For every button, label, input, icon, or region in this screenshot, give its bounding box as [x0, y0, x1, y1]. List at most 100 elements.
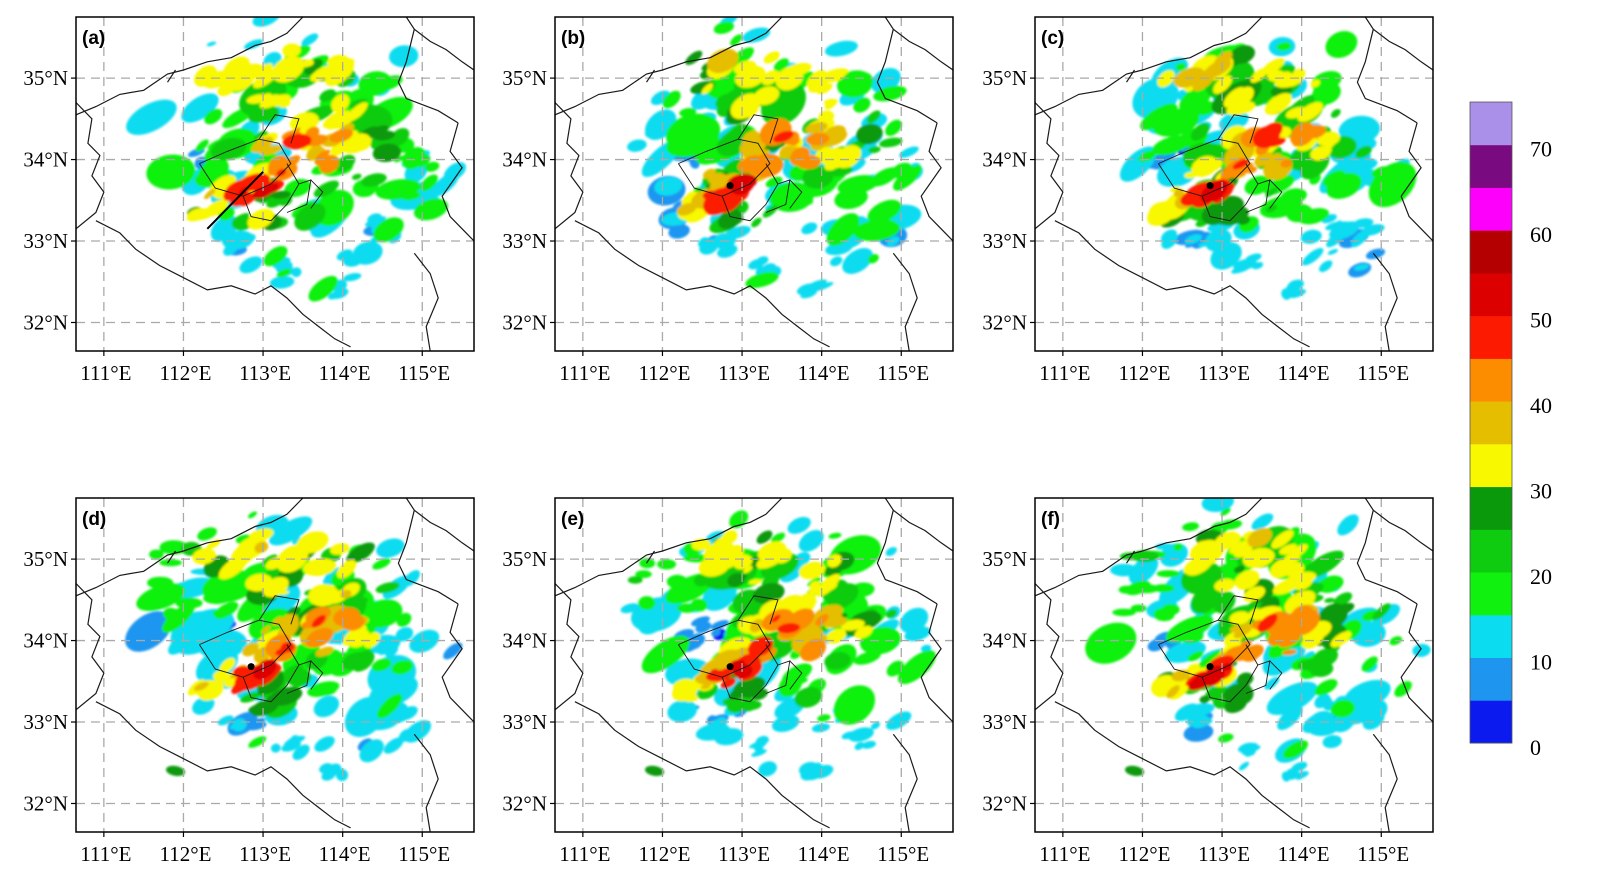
province-border	[645, 550, 656, 564]
echo-cell	[812, 173, 822, 181]
echo-cell	[346, 542, 375, 564]
echo-cell	[816, 83, 833, 95]
echo-cell	[1134, 584, 1159, 594]
echo-cell	[1125, 765, 1144, 777]
echo-cell	[627, 576, 643, 584]
province-border	[574, 220, 830, 348]
echo-cell	[1285, 608, 1315, 633]
echo-cell	[1179, 86, 1212, 114]
echo-cell	[1244, 175, 1271, 195]
echo-cell	[1267, 629, 1286, 646]
echo-cell	[654, 176, 683, 196]
echo-cell	[829, 166, 853, 177]
echo-cell	[699, 660, 716, 674]
echo-cell	[899, 607, 929, 634]
county-border	[721, 179, 791, 222]
echo-cell	[314, 154, 339, 167]
echo-cell	[395, 627, 414, 642]
lat-tick-label: 33°N	[502, 710, 547, 734]
lon-tick-label: 114°E	[1278, 842, 1330, 866]
echo-cell	[233, 63, 267, 81]
echo-cell	[398, 728, 410, 740]
echo-cell	[679, 107, 697, 117]
echo-cell	[1220, 507, 1231, 516]
county-border	[721, 660, 791, 703]
colorbar-segment	[1470, 230, 1512, 274]
colorbar-segment	[1470, 144, 1512, 188]
echo-cell	[1337, 514, 1359, 536]
echo-cell	[247, 208, 275, 230]
county-border	[1201, 179, 1271, 222]
province-border	[1364, 17, 1433, 71]
echo-cell	[1223, 87, 1246, 108]
province-border	[76, 583, 105, 711]
echo-cell	[237, 213, 250, 220]
echo-cell	[361, 173, 387, 187]
radar-panel: (f) 32°N 33°N 34°N 35°N 111°E 112°E 113°E 114°E 1…	[982, 497, 1434, 866]
echo-cell	[850, 692, 868, 707]
echo-cell	[1359, 628, 1373, 638]
echo-cell	[305, 126, 320, 139]
echo-cell	[318, 685, 337, 696]
reflectivity-field	[1119, 30, 1417, 300]
province-border	[920, 122, 953, 242]
echo-cell	[308, 275, 338, 302]
reflectivity-field	[620, 510, 936, 781]
province-border	[413, 252, 439, 351]
echo-cell	[240, 691, 261, 703]
county-border	[737, 114, 779, 144]
echo-cell	[745, 271, 779, 289]
echo-cell	[192, 696, 215, 715]
panel-label: (b)	[561, 28, 585, 49]
echo-cell	[1233, 622, 1254, 639]
county-border	[286, 163, 300, 185]
echo-cell	[336, 559, 357, 579]
echo-cell	[217, 715, 234, 726]
province-border	[76, 17, 304, 116]
echo-cell	[341, 614, 365, 631]
province-border	[1364, 498, 1433, 552]
echo-cell	[1128, 555, 1159, 585]
lat-tick-label: 32°N	[23, 791, 68, 815]
echo-cell	[1290, 122, 1316, 147]
echo-cell	[394, 155, 406, 163]
lon-tick-label: 113°E	[239, 361, 291, 385]
echo-cell	[751, 217, 762, 228]
echo-cell	[1140, 103, 1178, 131]
echo-cell	[391, 660, 414, 675]
colorbar-tick-label: 40	[1530, 393, 1552, 418]
echo-cell	[1183, 723, 1214, 742]
station-marker	[726, 663, 734, 671]
echo-cell	[667, 699, 698, 723]
echo-cell	[242, 642, 259, 657]
echo-cell	[375, 581, 400, 594]
echo-cell	[773, 130, 794, 143]
echo-cell	[398, 706, 418, 721]
lon-tick-label: 114°E	[1278, 361, 1330, 385]
colorbar-segment	[1470, 102, 1512, 146]
echo-cell	[715, 93, 736, 109]
echo-cell	[351, 650, 375, 672]
province-border	[1400, 603, 1433, 723]
province-border	[1035, 498, 1263, 597]
echo-cell	[824, 40, 858, 57]
province-border	[1400, 122, 1433, 242]
county-border	[242, 660, 312, 703]
lon-tick-label: 113°E	[718, 361, 770, 385]
echo-cell	[1354, 263, 1369, 271]
echo-cell	[826, 213, 860, 246]
echo-cell	[885, 119, 902, 137]
echo-cell	[722, 697, 737, 706]
echo-cell	[330, 130, 359, 156]
echo-cell	[897, 650, 936, 685]
echo-cell	[321, 769, 336, 781]
panel-frame	[1034, 16, 1434, 352]
echo-cell	[1371, 166, 1390, 177]
echo-cell	[701, 83, 714, 95]
lat-tick-label: 34°N	[23, 629, 68, 653]
county-border	[1158, 619, 1251, 678]
echo-cell	[699, 238, 719, 255]
panel-frame	[554, 497, 954, 833]
echo-cell	[662, 90, 681, 109]
echo-cell	[1365, 248, 1386, 260]
